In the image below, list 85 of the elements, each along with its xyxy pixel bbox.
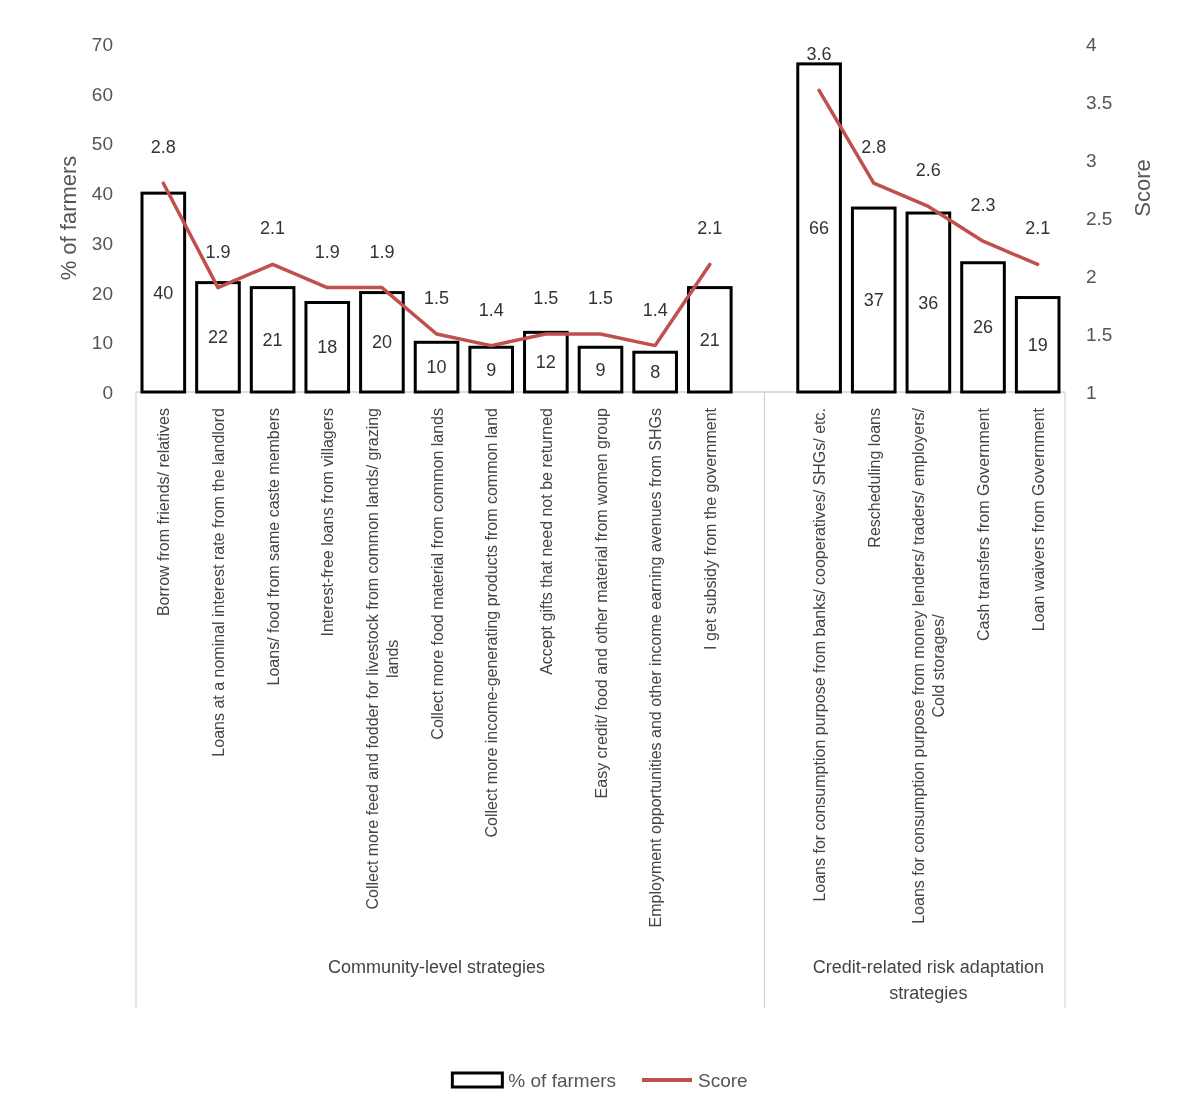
- data-label: 8: [650, 362, 661, 383]
- data-label: 12: [535, 352, 556, 373]
- bar: [632, 350, 678, 394]
- x-tick-label: Rescheduling loans: [865, 408, 883, 548]
- y2-tick-label: 1.5: [1086, 324, 1113, 345]
- data-label: 37: [863, 290, 884, 311]
- data-label: 21: [699, 329, 720, 350]
- text: Community-level strategies: [328, 957, 546, 977]
- x-tick-label: Loans at a nominal interest rate from the landlord: [209, 408, 227, 757]
- data-label: 1.9: [369, 241, 395, 262]
- y2-tick-label: 1: [1086, 382, 1097, 403]
- data-label: 20: [371, 332, 392, 353]
- y-tick-label: 60: [91, 83, 113, 105]
- data-label: 22: [207, 327, 228, 348]
- data-label: 2.8: [861, 137, 887, 158]
- data-label: 10: [426, 357, 447, 378]
- y2-tick-label: 3: [1086, 150, 1097, 171]
- data-label: 1.5: [533, 288, 559, 308]
- x-tick-label: Employment opportunities and other income earning avenues from SHGs: [647, 408, 665, 928]
- x-tick-label: Collect more income-generating products from common land: [483, 408, 501, 838]
- y-tick-label: 70: [91, 34, 113, 55]
- data-label: 1.9: [205, 241, 231, 262]
- bar: [686, 286, 733, 394]
- data-label: 3.6: [806, 44, 832, 65]
- bar: [960, 261, 1006, 394]
- text: Credit-related risk adaptation strategies: [812, 957, 1044, 1003]
- bar: [523, 330, 569, 394]
- x-tick-label: Easy credit/ food and other material from women group: [592, 407, 610, 799]
- data-label: 19: [1027, 334, 1048, 355]
- x-tick-label: Collect more food material from common lands: [428, 408, 446, 740]
- bar: [1014, 296, 1061, 394]
- y-tick-label: 40: [91, 183, 113, 205]
- y-tick-label: 20: [91, 282, 113, 304]
- bar: [850, 206, 897, 394]
- y-tick-label: 30: [91, 232, 113, 254]
- y-tick-label: 10: [91, 332, 113, 354]
- data-label: 2.1: [260, 218, 286, 239]
- data-label: 9: [595, 359, 606, 380]
- data-label: 2.1: [1025, 218, 1051, 239]
- data-label: 2.8: [150, 137, 176, 158]
- data-label: 1.4: [478, 299, 504, 320]
- x-tick-label: Loans/ food from same caste members: [264, 408, 282, 686]
- x-tick-label: Accept gifts that need not be returned: [537, 408, 555, 675]
- x-tick-label: Loans for consumption purpose from banks/ cooperatives/ SHGs/ etc.: [811, 408, 829, 902]
- legend-label: % of farmers: [508, 1070, 617, 1091]
- bar: [304, 301, 351, 394]
- x-tick-label: I get subsidy from the government: [701, 407, 719, 650]
- legend-label: Score: [698, 1070, 748, 1091]
- bar: [249, 286, 296, 394]
- data-label: 2.3: [970, 195, 996, 216]
- y-tick-label: 50: [91, 133, 113, 155]
- bar: [577, 345, 624, 394]
- x-tick-label: Interest-free loans from villagers: [319, 408, 337, 637]
- y2-tick-label: 2: [1086, 266, 1097, 287]
- data-label: 18: [317, 337, 338, 358]
- data-label: 1.5: [587, 288, 614, 308]
- y-axis-title: % of farmers: [56, 155, 81, 281]
- data-label: 9: [486, 359, 497, 380]
- data-label: 1.9: [314, 241, 340, 262]
- y2-tick-label: 2.5: [1086, 208, 1113, 229]
- bar: [468, 345, 515, 394]
- data-label: 36: [918, 292, 939, 313]
- y2-tick-label: 4: [1086, 34, 1097, 55]
- data-label: 1.5: [424, 288, 450, 308]
- x-tick-label: Borrow from friends/ relatives: [155, 408, 173, 617]
- data-label: 1.4: [642, 299, 668, 320]
- bar: [140, 191, 187, 394]
- bar: [796, 62, 842, 394]
- y-tick-label: 0: [102, 382, 113, 403]
- data-label: 66: [809, 217, 830, 238]
- data-label: 2.6: [915, 160, 941, 181]
- bar: [905, 211, 952, 394]
- y2-axis-title: Score: [1130, 159, 1155, 217]
- data-label: 40: [153, 282, 174, 303]
- bar: [413, 340, 460, 394]
- x-tick-label: Loan waivers from Government: [1029, 407, 1047, 632]
- bar: [195, 281, 241, 394]
- x-tick-label: Cash transfers from Government: [975, 407, 993, 641]
- x-tick-label: Loans for consumption purpose from money lenders/ traders/ employers/ Cold storages/: [910, 407, 948, 924]
- y2-tick-label: 3.5: [1086, 92, 1113, 113]
- data-label: 2.1: [697, 218, 723, 239]
- x-tick-label: Collect more feed and fodder for livestock from common lands/ grazing lands: [363, 408, 401, 910]
- bar: [359, 291, 405, 394]
- data-label: 21: [262, 329, 283, 350]
- data-label: 26: [973, 317, 994, 338]
